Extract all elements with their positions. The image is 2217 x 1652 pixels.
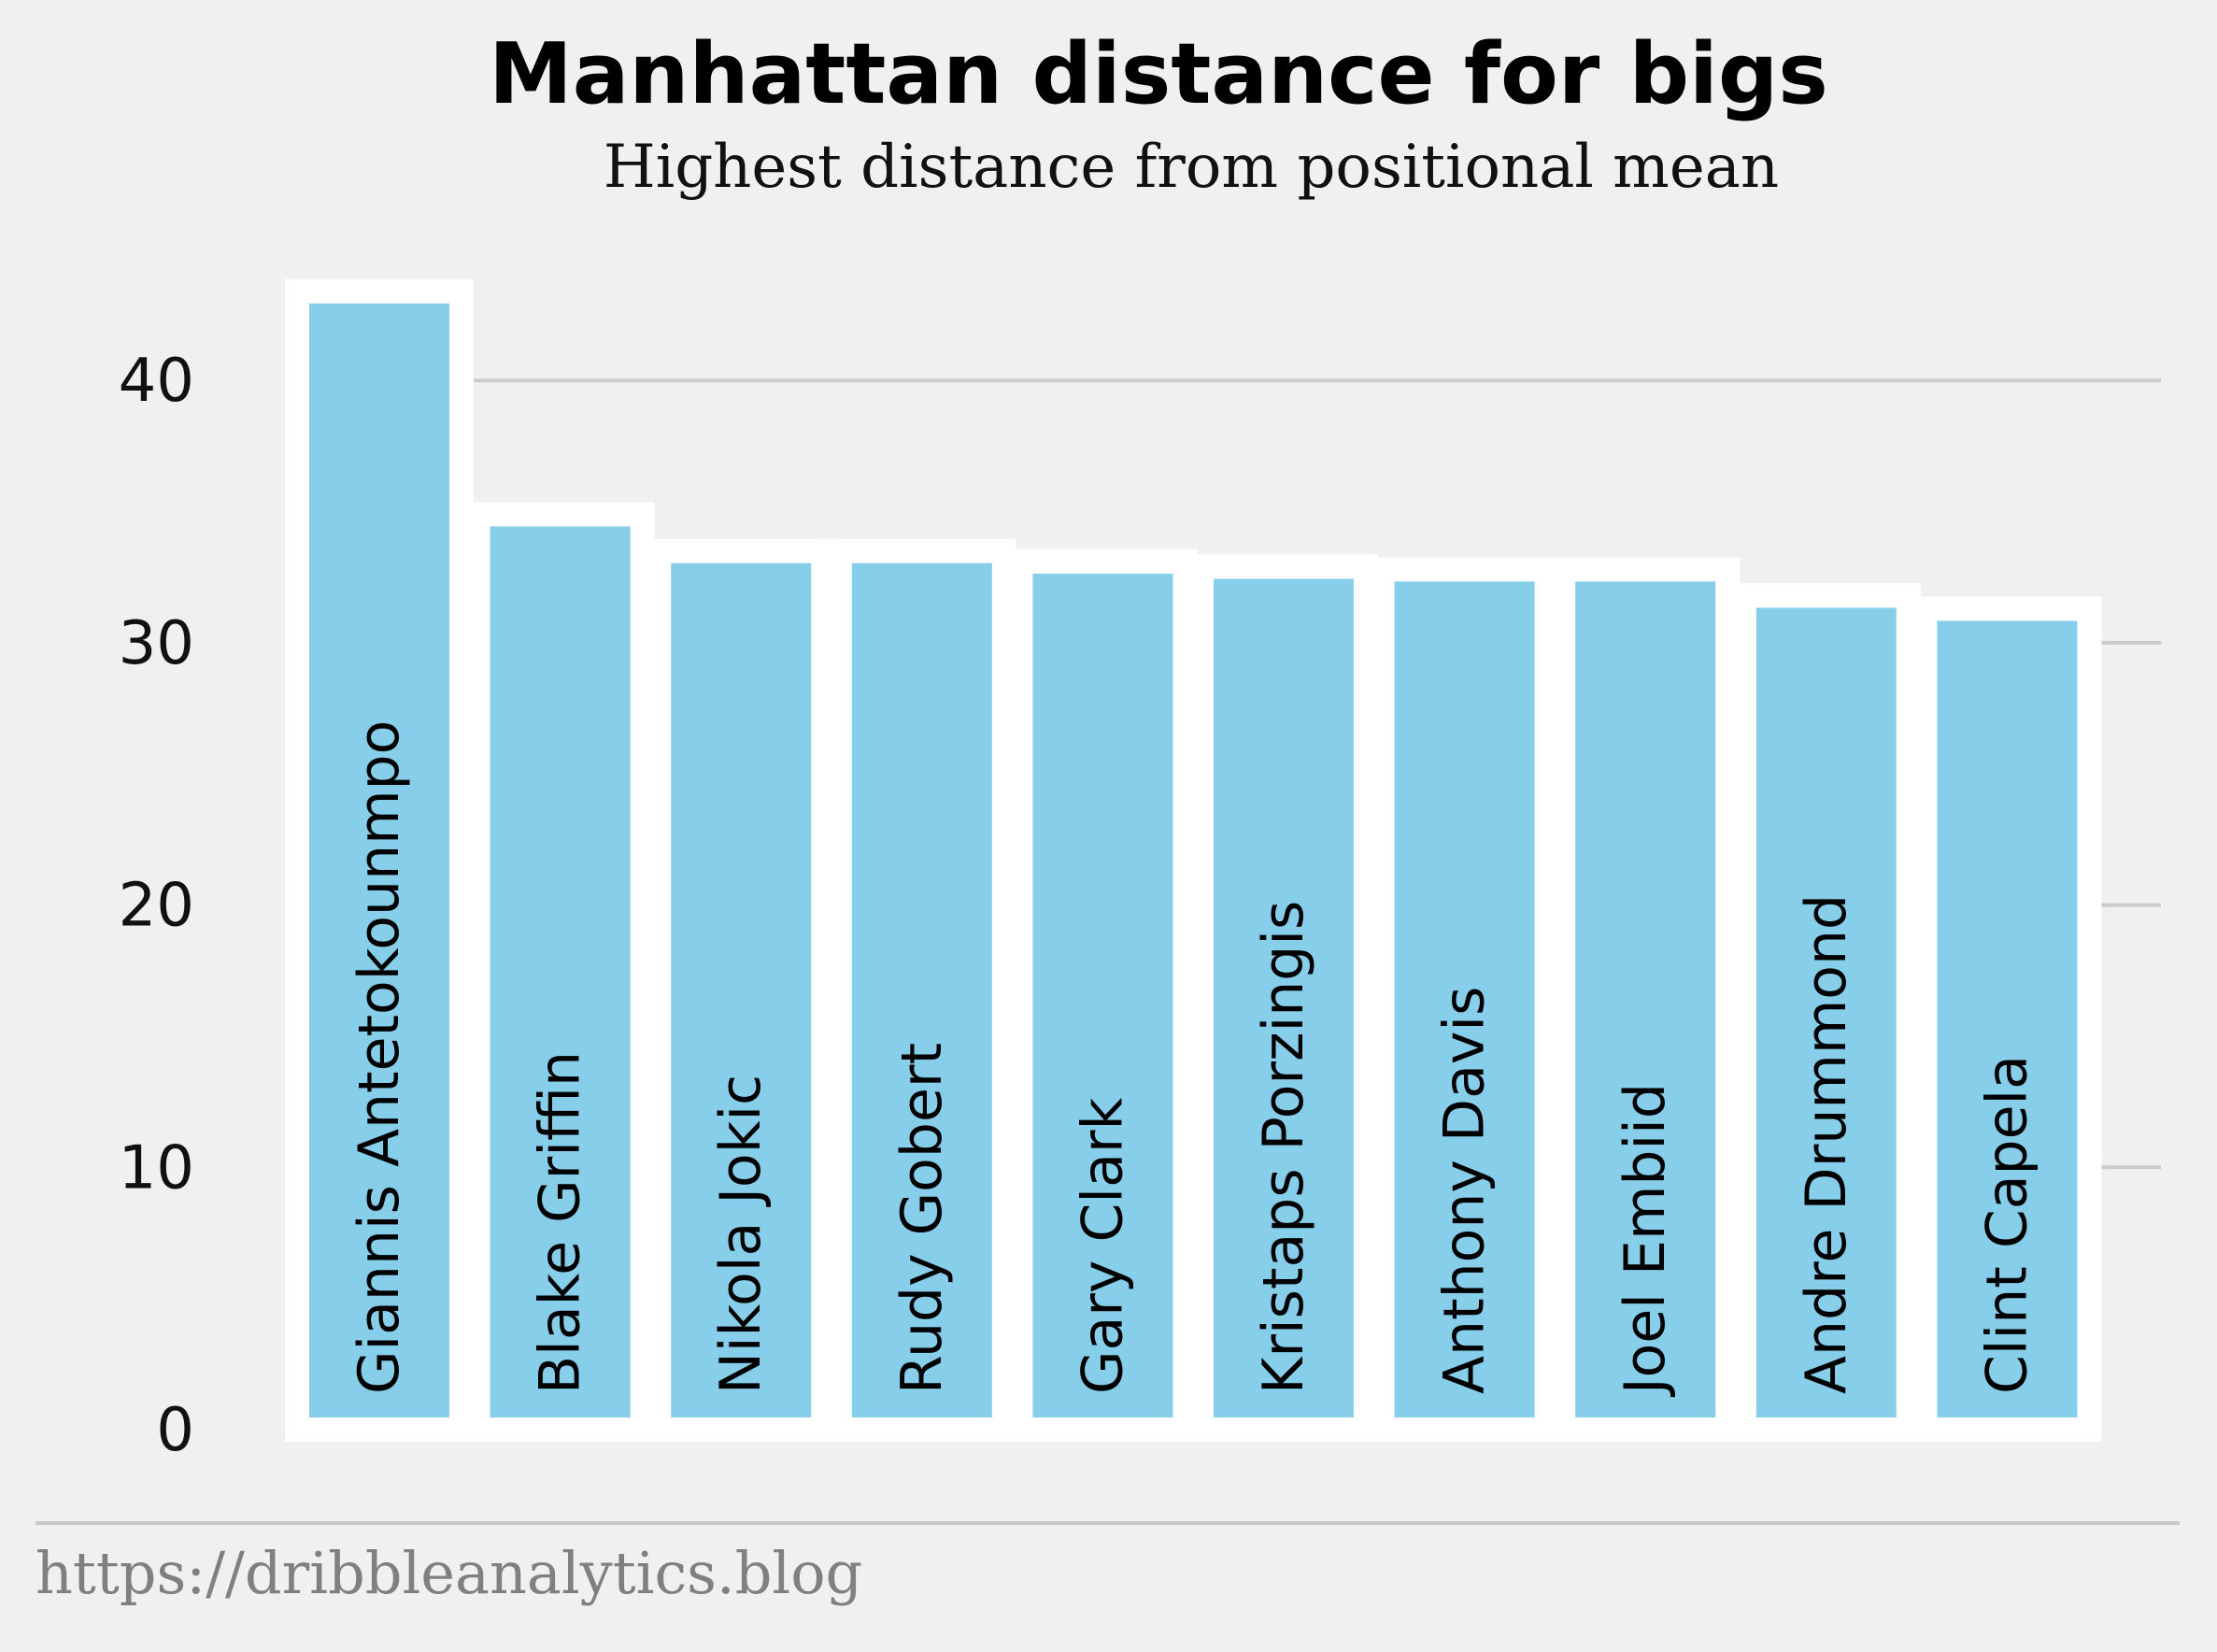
bar [465, 502, 655, 1442]
bar [1912, 596, 2102, 1442]
source-credit: https://dribbleanalytics.blog [36, 1539, 862, 1607]
bar-label: Andre Drummond [1794, 894, 1859, 1394]
y-tick-label: 0 [156, 1396, 194, 1465]
bar [1731, 583, 1921, 1442]
bar [1370, 557, 1559, 1442]
chart-subtitle: Highest distance from positional mean [604, 133, 1779, 202]
y-tick-label: 10 [119, 1133, 194, 1203]
bar-label: Kristaps Porzingis [1251, 901, 1316, 1394]
bar [1008, 548, 1198, 1442]
bar [285, 278, 474, 1443]
bar [827, 538, 1016, 1442]
y-tick-label: 30 [119, 609, 194, 678]
bar-labels: Giannis Antetokounmpo Blake Griffin Nikola… [347, 720, 2039, 1398]
bar [1551, 557, 1741, 1442]
bar-label: Joel Embiid [1613, 1083, 1678, 1398]
y-tick-label: 20 [119, 872, 194, 941]
bar-label: Anthony Davis [1432, 987, 1498, 1394]
bar [647, 538, 836, 1442]
bar-label: Giannis Antetokounmpo [347, 720, 412, 1394]
bar-label: Nikola Jokic [708, 1075, 774, 1394]
bar-label: Rudy Gobert [889, 1043, 955, 1394]
bar-label: Gary Clark [1070, 1097, 1135, 1394]
y-tick-labels: 0 10 20 30 40 [119, 347, 194, 1465]
bar-label: Blake Griffin [528, 1051, 593, 1394]
bars [285, 278, 2102, 1443]
chart-title: Manhattan distance for bigs [489, 25, 1828, 123]
y-tick-label: 40 [119, 347, 194, 416]
bar [1189, 554, 1378, 1442]
bar-label: Clint Capela [1974, 1055, 2039, 1394]
